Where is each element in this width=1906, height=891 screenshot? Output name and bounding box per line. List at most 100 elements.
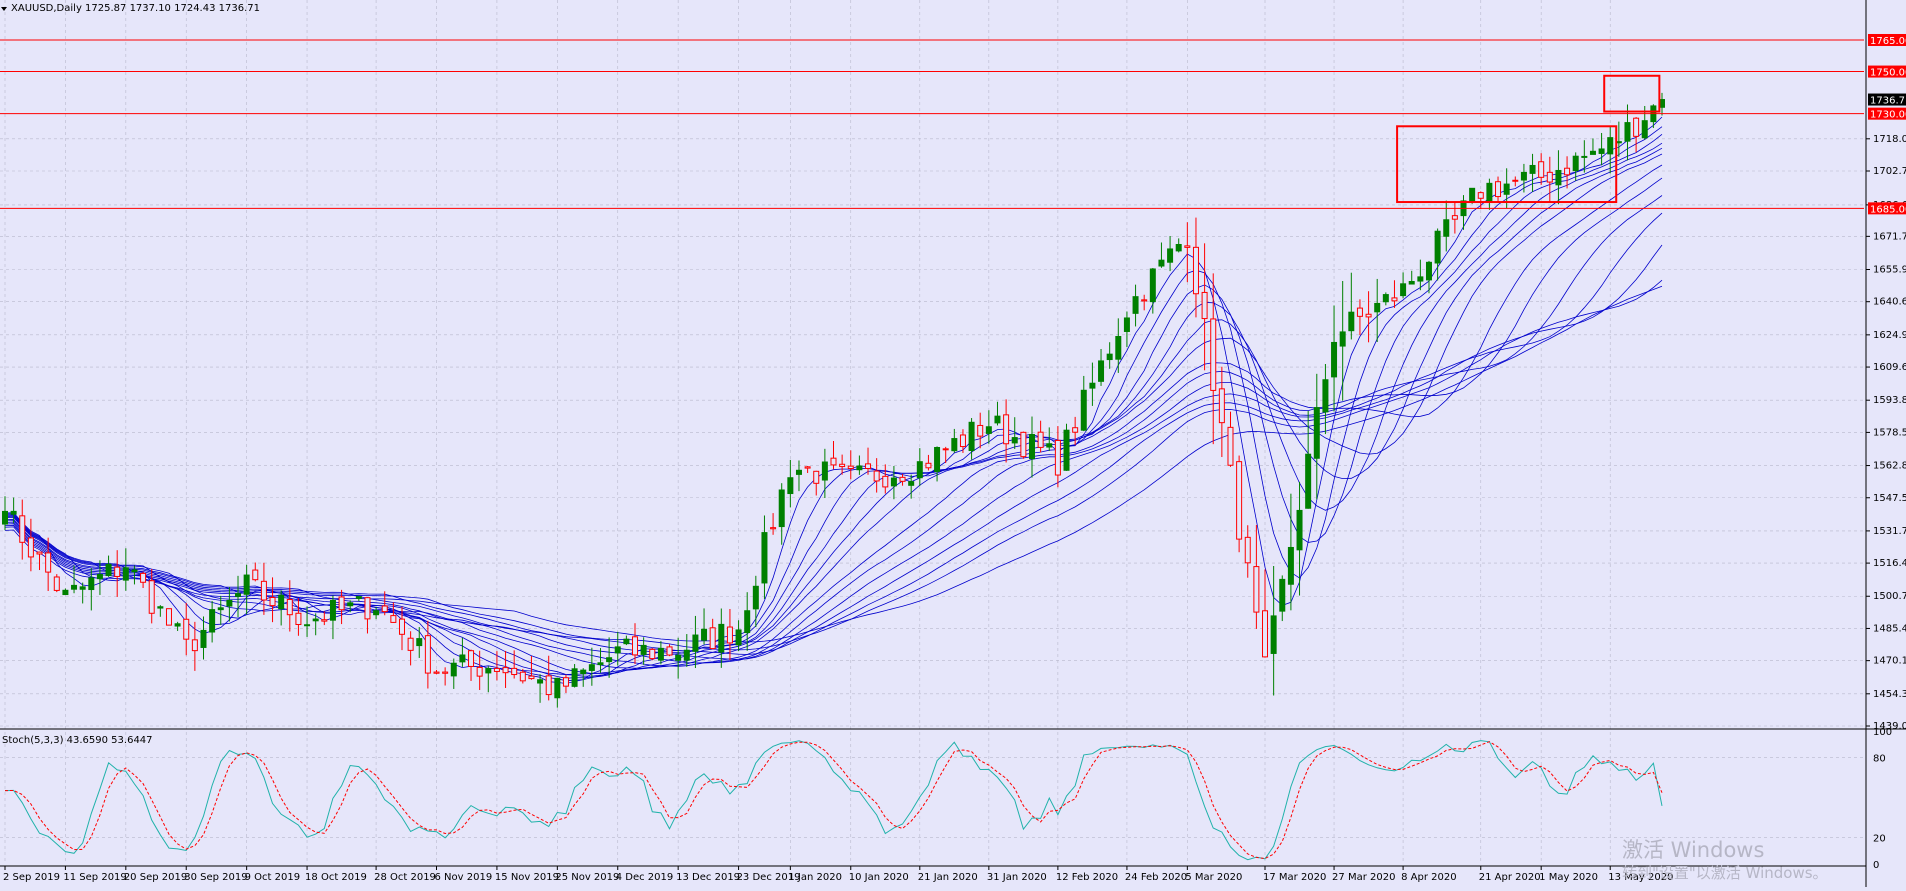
candle-body [338, 596, 345, 611]
candle-body [847, 465, 854, 470]
candle-body [752, 585, 759, 610]
rectangle-objects[interactable] [1396, 74, 1661, 204]
candle-body [1132, 296, 1139, 314]
candle-body [10, 510, 17, 515]
candle-body [278, 594, 285, 610]
candle-body [666, 646, 673, 656]
time-tick-label: 25 Nov 2019 [555, 872, 619, 883]
stoch-label: Stoch(5,3,3) 43.6590 53.6447 [2, 735, 153, 746]
candle-body [701, 628, 708, 641]
candle-body [355, 596, 362, 599]
candle-body [1089, 382, 1096, 389]
time-tick-label: 18 Oct 2019 [305, 872, 367, 883]
time-tick-label: 1 Jan 2020 [788, 872, 842, 883]
current-price-tag [1868, 93, 1906, 106]
horizontal-levels[interactable] [0, 39, 1864, 209]
candle-body [398, 618, 405, 635]
candle-body [416, 638, 423, 647]
candle-body [122, 567, 129, 581]
candle-body [373, 610, 380, 616]
candle-body [485, 667, 492, 674]
candle-body [873, 470, 880, 482]
candle-body [88, 577, 95, 591]
dropdown-triangle-icon[interactable] [1, 7, 7, 11]
candle-body [830, 457, 837, 466]
candle-body [1167, 248, 1174, 263]
candle-body [295, 612, 302, 625]
candle-body [209, 609, 216, 633]
candle-body [1011, 437, 1018, 444]
candle-body [1201, 291, 1208, 320]
level-tag [1868, 202, 1906, 215]
candle-body [821, 461, 828, 481]
candle-body [1192, 246, 1199, 295]
time-tick-label: 20 Sep 2019 [124, 872, 187, 883]
candle-body [442, 671, 449, 674]
time-tick-label: 13 May 2020 [1608, 872, 1673, 883]
candle-body [1063, 429, 1070, 471]
watermark-subtitle: 转到"设置"以激活 Windows。 [1622, 864, 1828, 882]
candle-body [1546, 171, 1553, 183]
candle-body [381, 605, 388, 613]
candle-body [1425, 261, 1432, 281]
candle-body [804, 466, 811, 469]
candle-body [191, 639, 198, 652]
price-tick-label: 1454.35 [1873, 689, 1906, 700]
candle-body [1434, 230, 1441, 264]
price-tick-label: 1547.50 [1873, 493, 1906, 504]
candle-body [545, 675, 552, 696]
candle-body [1141, 299, 1148, 302]
stoch-tick-label: 20 [1873, 833, 1886, 844]
candle-body [1003, 414, 1010, 445]
candle-body [1408, 280, 1415, 285]
candle-body [1072, 427, 1079, 433]
candle-body [329, 599, 336, 621]
stoch-tick-label: 0 [1873, 860, 1879, 871]
price-tick-label: 1593.85 [1873, 395, 1906, 406]
candle-body [908, 481, 915, 486]
candle-body [1633, 117, 1640, 137]
time-tick-label: 10 Jan 2020 [849, 872, 909, 883]
candle-body [235, 593, 242, 597]
price-tick-label: 1578.55 [1873, 427, 1906, 438]
candle-body [1624, 122, 1631, 142]
range-box [1396, 125, 1618, 204]
candle-body [1607, 137, 1614, 155]
stoch-tick-label: 80 [1873, 754, 1886, 765]
candle-body [1236, 461, 1243, 540]
time-tick-label: 1 May 2020 [1539, 872, 1598, 883]
time-tick-label: 21 Jan 2020 [918, 872, 978, 883]
candle-body [606, 657, 613, 663]
price-tick-label: 1439.05 [1873, 721, 1906, 732]
candle-body [1365, 313, 1372, 318]
candle-body [1374, 302, 1381, 313]
time-tick-label: 4 Dec 2019 [616, 872, 674, 883]
time-tick-label: 8 Apr 2020 [1401, 872, 1456, 883]
candle-body [623, 638, 630, 645]
candle-body [571, 668, 578, 687]
level-tag-label: 1765.00 [1870, 36, 1906, 47]
candle-body [528, 675, 535, 680]
candle-body [19, 515, 26, 543]
candle-body [554, 677, 561, 699]
candle-body [45, 552, 52, 573]
candle-body [1149, 268, 1156, 303]
candle-body [53, 576, 60, 591]
candle-body [131, 569, 138, 573]
range-box [1603, 74, 1661, 113]
candle-body [865, 463, 872, 469]
candle-body [1572, 155, 1579, 172]
candle-body [890, 477, 897, 487]
price-tick-label: 1718.05 [1873, 134, 1906, 145]
candle-body [1503, 183, 1510, 195]
chart-title: XAUUSD,Daily 1725.87 1737.10 1724.43 173… [11, 3, 260, 14]
candle-body [787, 477, 794, 495]
time-tick-label: 21 Apr 2020 [1479, 872, 1541, 883]
candle-body [140, 572, 147, 583]
candle-body [709, 627, 716, 650]
level-tag-label: 1685.00 [1870, 204, 1906, 215]
candle-body [580, 669, 587, 675]
